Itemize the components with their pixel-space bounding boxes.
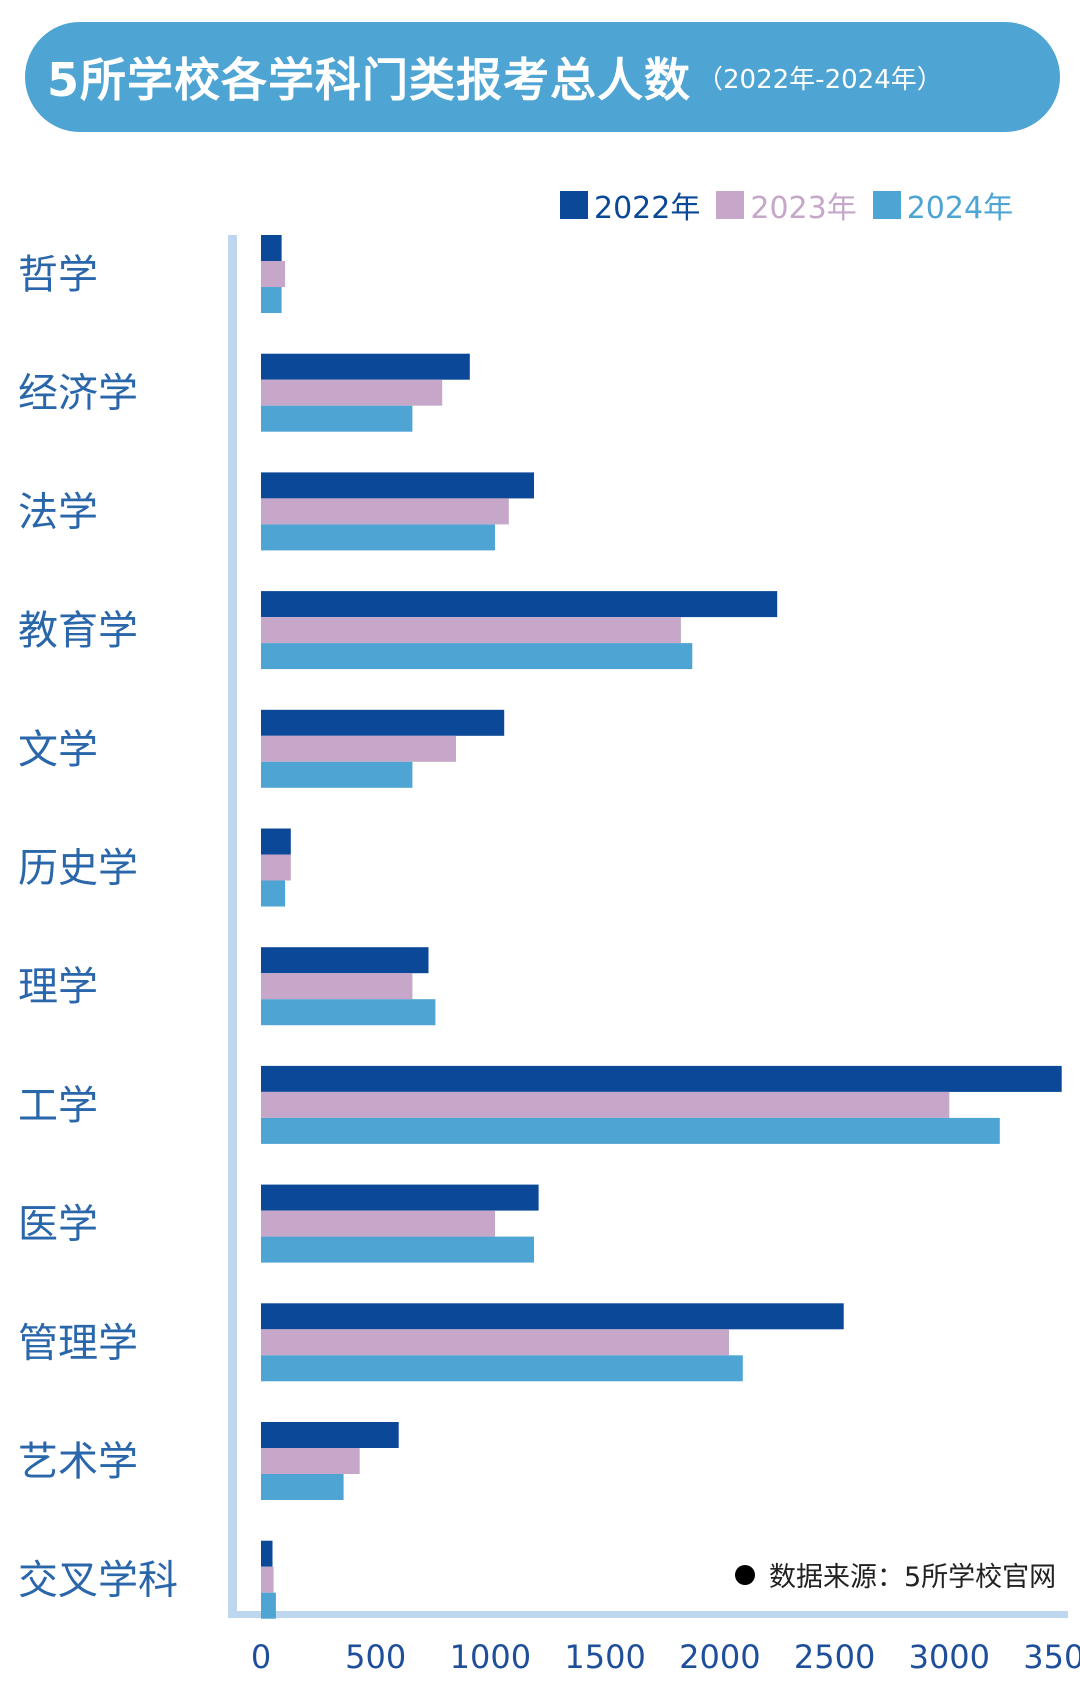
bar-9-series-3 xyxy=(261,1236,534,1263)
bar-10-series-2 xyxy=(261,1329,729,1356)
legend-label-2022: 2022年 xyxy=(594,191,701,226)
title-banner: 5所学校各学科门类报考总人数 （2022年-2024年） xyxy=(25,22,1060,132)
bar-4-series-3 xyxy=(261,643,693,670)
bar-2-series-2 xyxy=(261,379,443,406)
legend-item-2023: 2023年 xyxy=(716,183,857,227)
bar-2-series-1 xyxy=(261,353,470,380)
bar-11-series-3 xyxy=(261,1474,344,1500)
category-label-7: 理学 xyxy=(18,964,98,1010)
bar-1-series-3 xyxy=(261,287,282,313)
bar-9-series-2 xyxy=(261,1210,495,1237)
legend-swatch-2022 xyxy=(560,191,588,219)
category-label-2: 经济学 xyxy=(18,371,138,417)
bar-11-series-1 xyxy=(261,1422,399,1448)
category-label-9: 医学 xyxy=(18,1202,98,1248)
bar-6-series-2 xyxy=(261,854,291,881)
bar-5-series-3 xyxy=(261,761,413,788)
legend-item-2024: 2024年 xyxy=(872,183,1014,227)
source-text: 数据来源：5所学校官网 xyxy=(769,1562,1057,1593)
bar-1-series-1 xyxy=(261,235,282,261)
bar-11-series-2 xyxy=(261,1448,360,1474)
category-label-6: 历史学 xyxy=(18,846,138,892)
bar-9-series-1 xyxy=(261,1184,539,1211)
category-label-10: 管理学 xyxy=(18,1320,138,1366)
bar-8-series-2 xyxy=(261,1091,950,1118)
legend-swatch-2023 xyxy=(716,191,745,219)
bar-7-series-3 xyxy=(261,999,436,1026)
category-label-3: 法学 xyxy=(18,489,98,535)
legend-swatch-2024 xyxy=(872,191,901,219)
category-label-4: 教育学 xyxy=(18,608,138,654)
bar-6-series-1 xyxy=(261,828,291,855)
bar-12-series-1 xyxy=(261,1540,273,1567)
legend-label-2023: 2023年 xyxy=(750,191,857,226)
x-tick-label-4: 1500 xyxy=(564,1638,645,1676)
bar-3-series-3 xyxy=(261,524,495,551)
bar-12-series-2 xyxy=(261,1566,274,1593)
x-tick-label-1: 0 xyxy=(251,1638,271,1676)
category-label-1: 哲学 xyxy=(18,252,98,298)
bar-5-series-2 xyxy=(261,735,456,762)
x-tick-label-8: 3500 xyxy=(1023,1638,1080,1676)
bar-10-series-3 xyxy=(261,1355,743,1382)
legend-item-2022: 2022年 xyxy=(560,183,700,227)
bullet-dot-icon xyxy=(735,1564,755,1585)
bar-3-series-1 xyxy=(261,472,534,499)
category-label-11: 艺术学 xyxy=(18,1439,138,1485)
bar-12-series-3 xyxy=(261,1592,276,1619)
bar-3-series-2 xyxy=(261,498,509,525)
chart-title: 5所学校各学科门类报考总人数 xyxy=(47,53,692,107)
x-tick-label-7: 3000 xyxy=(909,1638,990,1676)
bar-4-series-1 xyxy=(261,591,778,618)
bar-1-series-2 xyxy=(261,261,286,287)
x-axis-line xyxy=(228,1611,1068,1618)
bar-7-series-1 xyxy=(261,947,429,974)
x-tick-label-5: 2000 xyxy=(679,1638,760,1676)
bar-10-series-1 xyxy=(261,1303,844,1330)
category-label-8: 工学 xyxy=(18,1083,98,1129)
bar-6-series-3 xyxy=(261,880,286,907)
x-tick-label-3: 1000 xyxy=(450,1638,531,1676)
x-tick-label-6: 2500 xyxy=(794,1638,875,1676)
source-note: 数据来源：5所学校官网 xyxy=(735,1555,1056,1594)
y-axis-line xyxy=(228,235,237,1618)
bar-7-series-2 xyxy=(261,973,413,1000)
bar-2-series-3 xyxy=(261,405,413,432)
bar-8-series-1 xyxy=(261,1065,1062,1092)
x-tick-label-2: 500 xyxy=(345,1638,406,1676)
category-label-5: 文学 xyxy=(18,727,98,773)
bar-5-series-1 xyxy=(261,709,505,736)
bar-8-series-3 xyxy=(261,1117,1000,1144)
category-label-12: 交叉学科 xyxy=(18,1558,178,1604)
chart-subtitle: （2022年-2024年） xyxy=(697,64,943,95)
legend-label-2024: 2024年 xyxy=(906,191,1014,226)
bar-4-series-2 xyxy=(261,617,681,644)
legend: 2022年 2023年 2024年 xyxy=(560,183,1029,227)
